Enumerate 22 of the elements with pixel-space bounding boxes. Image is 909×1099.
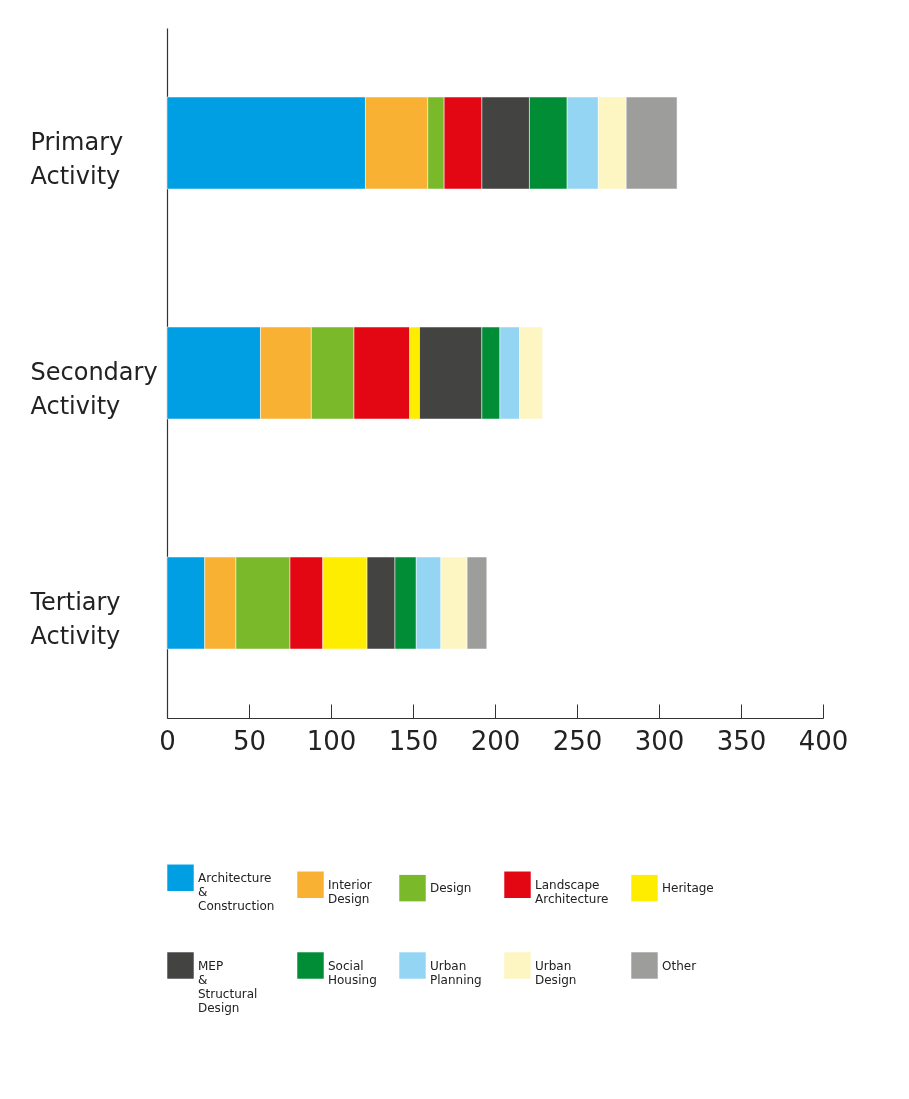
legend-label: Urban Planning	[430, 958, 482, 987]
legend-label: MEP & Structural Design	[198, 958, 258, 1015]
y-tick-label: Primary Activity	[30, 128, 124, 190]
x-tick-label: 400	[798, 725, 849, 756]
x-tick-label: 100	[306, 725, 357, 756]
x-tick-label: 0	[159, 725, 176, 756]
legend-label: Heritage	[662, 881, 714, 896]
y-tick-label: Secondary Activity	[30, 358, 158, 420]
x-tick-label: 300	[634, 725, 685, 756]
x-tick-label: 150	[388, 725, 439, 756]
x-tick-label: 50	[232, 725, 267, 756]
legend-label: Design	[430, 881, 472, 896]
x-tick-label: 200	[470, 725, 521, 756]
legend-label: Interior Design	[328, 877, 372, 906]
x-tick-label: 250	[552, 725, 603, 756]
legend-label: Landscape Architecture	[535, 877, 609, 906]
legend-label: Architecture & Construction	[198, 870, 275, 913]
legend-label: Social Housing	[328, 958, 377, 987]
y-tick-label: Tertiary Activity	[29, 588, 121, 650]
legend-label: Urban Design	[535, 958, 577, 987]
x-tick-label: 350	[716, 725, 767, 756]
legend-label: Other	[662, 958, 697, 973]
